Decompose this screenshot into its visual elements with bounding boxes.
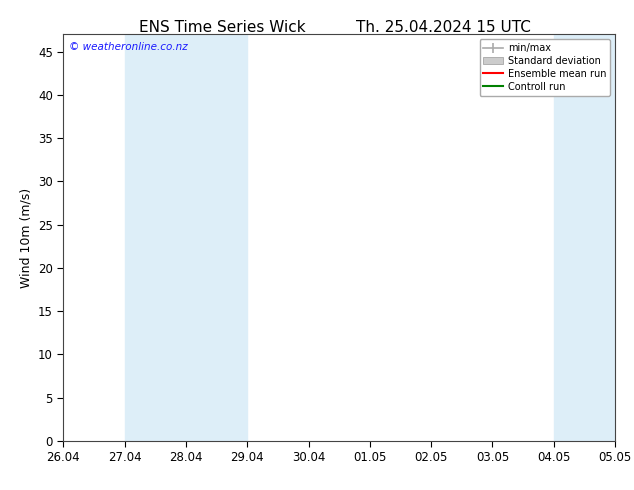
Text: © weatheronline.co.nz: © weatheronline.co.nz	[69, 43, 188, 52]
Bar	[553, 34, 634, 441]
Text: ENS Time Series Wick: ENS Time Series Wick	[139, 20, 305, 35]
Y-axis label: Wind 10m (m/s): Wind 10m (m/s)	[20, 188, 32, 288]
Text: Th. 25.04.2024 15 UTC: Th. 25.04.2024 15 UTC	[356, 20, 531, 35]
Bar	[125, 34, 247, 441]
Legend: min/max, Standard deviation, Ensemble mean run, Controll run: min/max, Standard deviation, Ensemble me…	[479, 39, 610, 96]
